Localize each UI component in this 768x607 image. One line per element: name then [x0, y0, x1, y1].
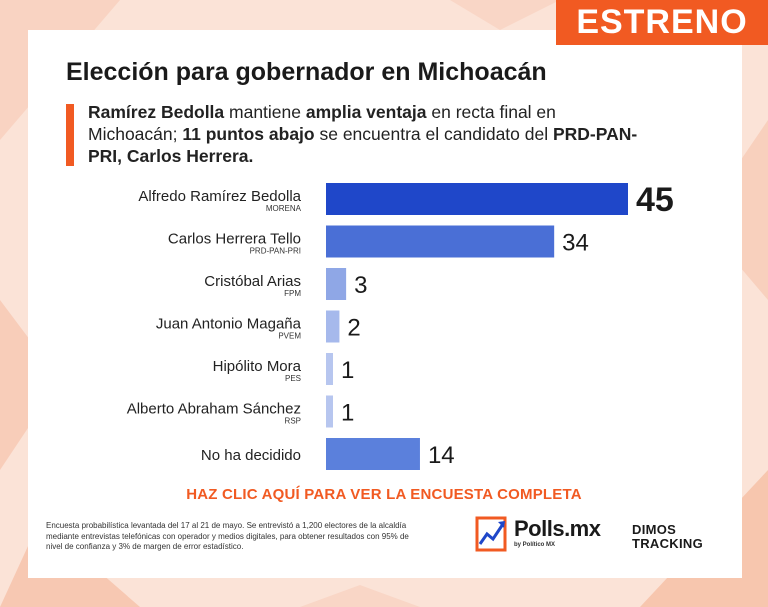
party-label: RSP	[285, 417, 301, 426]
party-label: MORENA	[266, 204, 302, 213]
full-survey-link[interactable]: HAZ CLIC AQUÍ PARA VER LA ENCUESTA COMPL…	[186, 486, 582, 503]
bar	[326, 353, 333, 385]
bar	[326, 310, 340, 343]
estreno-badge: ESTRENO	[556, 0, 768, 45]
dimos-tracking-logo: DIMOS TRACKING	[632, 523, 703, 551]
candidate-name-label: Juan Antonio Magaña	[156, 316, 302, 333]
subtitle-text-2: en recta final en Michoacán;	[88, 102, 556, 144]
subtitle-bold-points: 11 puntos abajo	[182, 124, 315, 144]
bar	[326, 268, 347, 300]
dimos-logo-line1: DIMOS	[632, 522, 677, 537]
value-label: 14	[428, 442, 455, 469]
bar	[326, 225, 555, 258]
polls-logo-subtext: by Político MX	[514, 542, 556, 548]
subtitle-bold-opponent: PRD-PAN-PRI, Carlos Herrera.	[88, 124, 638, 166]
value-label: 1	[341, 400, 354, 427]
value-label: 3	[354, 272, 367, 299]
value-label: 45	[636, 181, 674, 219]
party-label: PES	[285, 374, 301, 383]
value-label: 1	[341, 357, 354, 384]
party-label: PRD-PAN-PRI	[250, 247, 301, 256]
subtitle: Ramírez Bedolla mantiene amplia ventaja …	[88, 101, 648, 167]
polls-chart-icon	[475, 516, 507, 552]
subtitle-bold-candidate: Ramírez Bedolla	[88, 102, 225, 122]
bar	[326, 438, 420, 470]
value-label: 2	[347, 315, 360, 342]
polls-mx-logo: Polls.mx by Político MX	[474, 512, 614, 556]
subtitle-accent-bar	[66, 104, 74, 166]
candidate-name-label: Carlos Herrera Tello	[168, 231, 301, 248]
party-label: PVEM	[278, 332, 301, 341]
candidate-name-label: Alberto Abraham Sánchez	[127, 401, 301, 418]
page-title: Elección para gobernador en Michoacán	[66, 58, 547, 86]
candidate-name-label: No ha decidido	[201, 447, 301, 464]
candidate-name-label: Hipólito Mora	[213, 358, 302, 375]
subtitle-bold-advantage: amplia ventaja	[305, 102, 427, 122]
value-label: 34	[562, 230, 589, 257]
content-card	[28, 30, 742, 578]
candidate-name-label: Alfredo Ramírez Bedolla	[138, 188, 301, 205]
dimos-logo-line2: TRACKING	[632, 536, 704, 551]
polls-logo-text: Polls.mx	[514, 516, 601, 541]
methodology-footnote: Encuesta probabilística levantada del 17…	[46, 521, 409, 551]
candidate-name-label: Cristóbal Arias	[204, 273, 301, 290]
subtitle-text-1: mantiene	[224, 102, 306, 122]
party-label: FPM	[284, 289, 301, 298]
subtitle-text-3: se encuentra el candidato del	[314, 124, 553, 144]
bar	[326, 183, 628, 215]
bar	[326, 395, 333, 428]
